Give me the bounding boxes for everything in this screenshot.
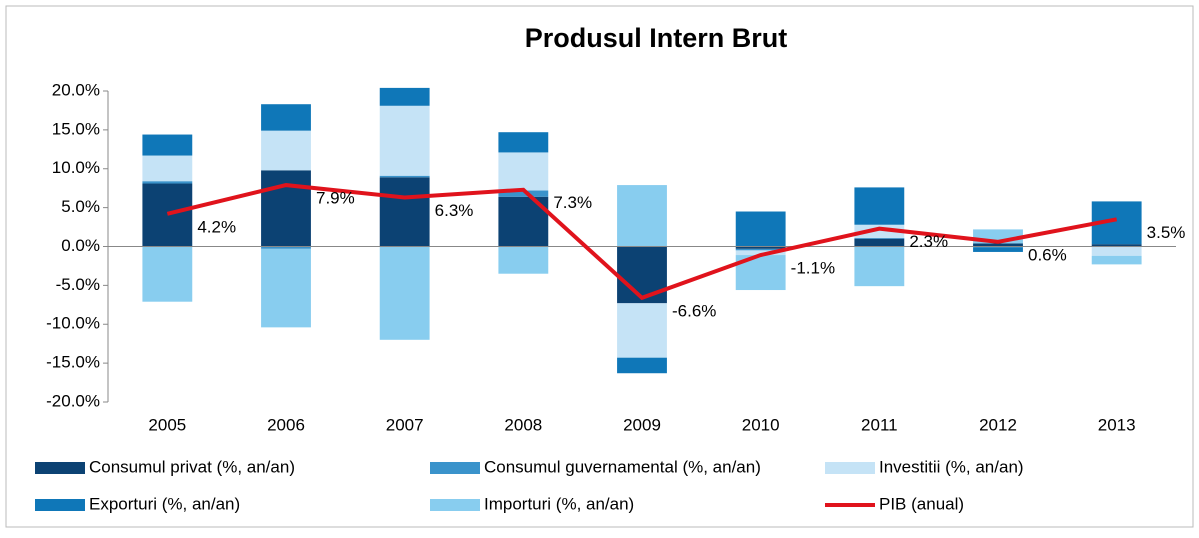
- legend-label: Consumul guvernamental (%, an/an): [484, 457, 761, 476]
- bar-segment: [379, 177, 430, 247]
- chart-title: Produsul Intern Brut: [525, 23, 788, 53]
- bar-segment: [379, 246, 430, 340]
- bar-segment: [617, 185, 667, 247]
- y-tick-label: -20.0%: [46, 391, 100, 410]
- bar-segment: [617, 303, 667, 358]
- bar-segment: [735, 246, 786, 249]
- bar-segment: [854, 246, 905, 287]
- legend-swatch: [430, 499, 480, 511]
- data-label: 7.9%: [316, 189, 355, 208]
- data-label: -1.1%: [791, 259, 835, 278]
- data-label: 3.5%: [1147, 223, 1186, 242]
- y-tick-label: -5.0%: [56, 275, 100, 294]
- legend-label: Consumul privat (%, an/an): [89, 457, 295, 476]
- x-tick-label: 2007: [386, 415, 424, 434]
- bar-segment: [973, 247, 1023, 252]
- x-tick-label: 2005: [148, 415, 186, 434]
- bar-segment: [735, 211, 786, 247]
- data-label: 6.3%: [435, 201, 474, 220]
- bar-segment: [379, 175, 430, 178]
- y-tick-label: 20.0%: [52, 80, 100, 99]
- bar-segment: [379, 105, 430, 176]
- bar-segment: [854, 237, 905, 239]
- data-label: -6.6%: [672, 301, 716, 320]
- y-tick-label: -15.0%: [46, 353, 100, 372]
- legend-swatch: [35, 499, 85, 511]
- bar-segment: [854, 187, 905, 225]
- x-tick-label: 2013: [1098, 415, 1136, 434]
- chart-frame: [5, 5, 1194, 528]
- bar-segment: [261, 104, 311, 131]
- bar-segment: [498, 246, 549, 274]
- bar-segment: [1091, 244, 1142, 247]
- y-tick-label: -10.0%: [46, 314, 100, 333]
- bar-segment: [142, 181, 193, 184]
- legend-label: Investitii (%, an/an): [879, 457, 1024, 476]
- bar-segment: [498, 152, 549, 191]
- bar-segment: [261, 130, 311, 171]
- legend-swatch: [825, 462, 875, 474]
- bar-segment: [1091, 255, 1142, 265]
- y-tick-label: 10.0%: [52, 158, 100, 177]
- bar-segment: [617, 246, 667, 304]
- y-tick-label: 15.0%: [52, 119, 100, 138]
- bar-segment: [735, 250, 786, 256]
- legend-swatch: [35, 462, 85, 474]
- x-tick-label: 2011: [861, 415, 898, 434]
- y-tick-label: 0.0%: [61, 236, 100, 255]
- data-label: 0.6%: [1028, 245, 1067, 264]
- x-tick-label: 2009: [623, 415, 661, 434]
- x-tick-label: 2008: [504, 415, 542, 434]
- bar-segment: [261, 248, 311, 328]
- bar-segment: [1091, 246, 1142, 256]
- bar-segment: [142, 183, 193, 247]
- bar-segment: [142, 155, 193, 182]
- bar-segment: [142, 246, 193, 302]
- bar-segment: [379, 87, 430, 106]
- legend-label: Exporturi (%, an/an): [89, 494, 240, 513]
- bar-segment: [261, 170, 311, 247]
- bar-segment: [617, 357, 667, 374]
- bar-segment: [498, 190, 549, 197]
- x-tick-label: 2010: [742, 415, 780, 434]
- bar-segment: [261, 246, 311, 249]
- data-label: 2.3%: [909, 232, 948, 251]
- data-label: 7.3%: [553, 193, 592, 212]
- bar-segment: [854, 238, 905, 247]
- bar-segment: [498, 132, 549, 153]
- bar-segment: [735, 248, 786, 251]
- line: [166, 183, 1118, 301]
- y-tick-label: 5.0%: [61, 197, 100, 216]
- bar-segment: [973, 243, 1023, 247]
- legend-label: Importuri (%, an/an): [484, 494, 634, 513]
- data-label: 4.2%: [197, 217, 236, 236]
- x-tick-label: 2012: [979, 415, 1017, 434]
- bar-segment: [142, 134, 193, 156]
- legend-swatch: [430, 462, 480, 474]
- legend-label: PIB (anual): [879, 494, 964, 513]
- x-tick-label: 2006: [267, 415, 305, 434]
